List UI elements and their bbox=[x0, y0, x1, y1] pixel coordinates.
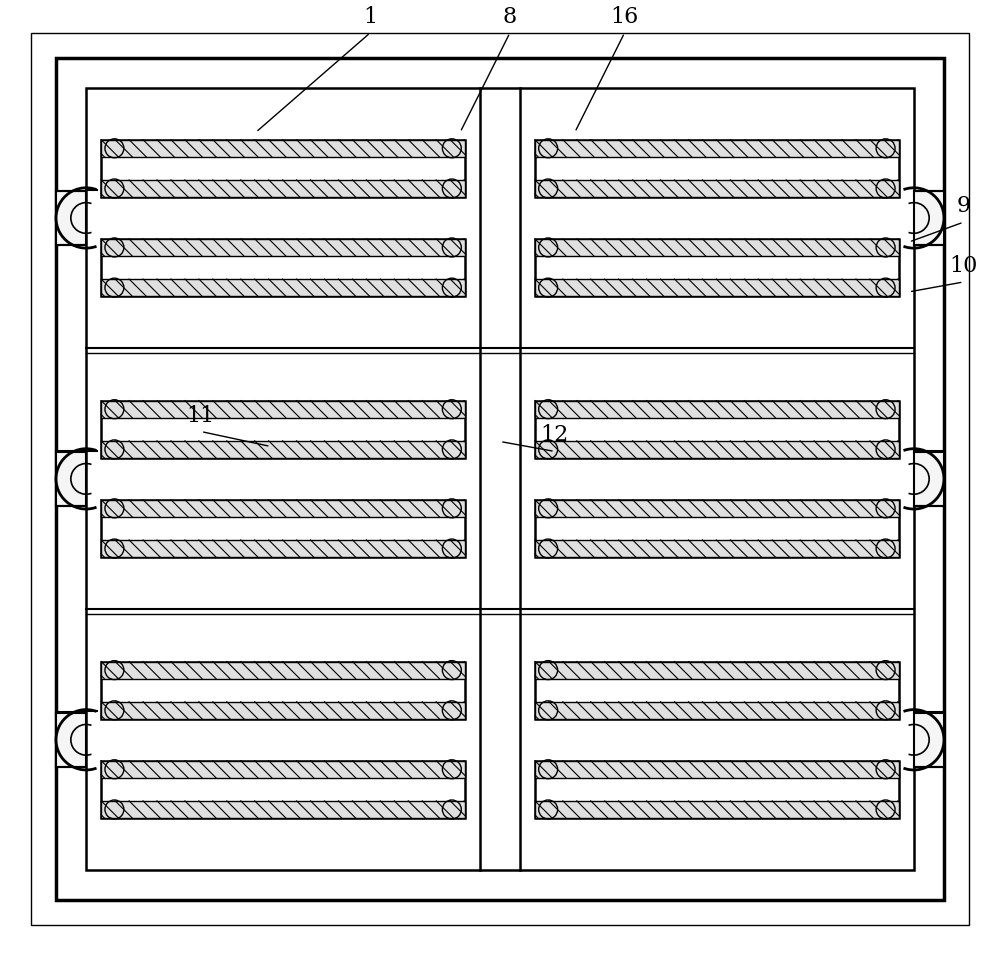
Bar bbox=[535, 239, 899, 256]
Bar bbox=[535, 801, 899, 818]
Bar bbox=[101, 279, 465, 296]
Bar bbox=[101, 761, 465, 778]
Bar bbox=[535, 540, 899, 557]
Bar bbox=[535, 139, 899, 157]
Bar bbox=[914, 191, 944, 245]
Bar bbox=[535, 180, 899, 197]
Bar bbox=[535, 239, 899, 296]
Text: 1: 1 bbox=[363, 6, 377, 28]
Bar bbox=[535, 499, 899, 557]
Text: 16: 16 bbox=[611, 6, 639, 28]
Bar bbox=[535, 662, 899, 679]
Bar bbox=[535, 662, 899, 719]
Bar bbox=[86, 88, 914, 870]
Text: 11: 11 bbox=[187, 405, 215, 427]
Bar bbox=[101, 139, 465, 197]
Bar bbox=[101, 662, 465, 719]
Bar bbox=[101, 499, 465, 557]
Bar bbox=[101, 761, 465, 818]
Bar bbox=[56, 57, 944, 901]
Bar bbox=[535, 761, 899, 778]
Text: 8: 8 bbox=[503, 6, 517, 28]
Bar bbox=[101, 499, 465, 517]
Bar bbox=[535, 441, 899, 458]
Bar bbox=[101, 400, 465, 458]
Bar bbox=[535, 499, 899, 517]
Bar bbox=[101, 180, 465, 197]
Bar bbox=[101, 139, 465, 157]
Bar bbox=[101, 801, 465, 818]
Bar bbox=[101, 441, 465, 458]
Bar bbox=[914, 452, 944, 506]
Bar bbox=[914, 712, 944, 767]
Bar bbox=[101, 662, 465, 679]
Bar bbox=[535, 400, 899, 418]
Text: 10: 10 bbox=[949, 255, 978, 277]
Text: 9: 9 bbox=[957, 195, 971, 217]
Bar bbox=[535, 279, 899, 296]
Bar bbox=[56, 712, 86, 767]
Bar bbox=[101, 400, 465, 418]
Bar bbox=[101, 239, 465, 296]
Text: 12: 12 bbox=[541, 424, 569, 447]
Bar bbox=[101, 239, 465, 256]
Bar bbox=[535, 761, 899, 818]
Bar bbox=[56, 452, 86, 506]
Bar bbox=[535, 139, 899, 197]
Bar bbox=[535, 702, 899, 719]
Bar bbox=[535, 400, 899, 458]
Bar bbox=[101, 540, 465, 557]
Bar bbox=[101, 702, 465, 719]
Bar bbox=[56, 191, 86, 245]
